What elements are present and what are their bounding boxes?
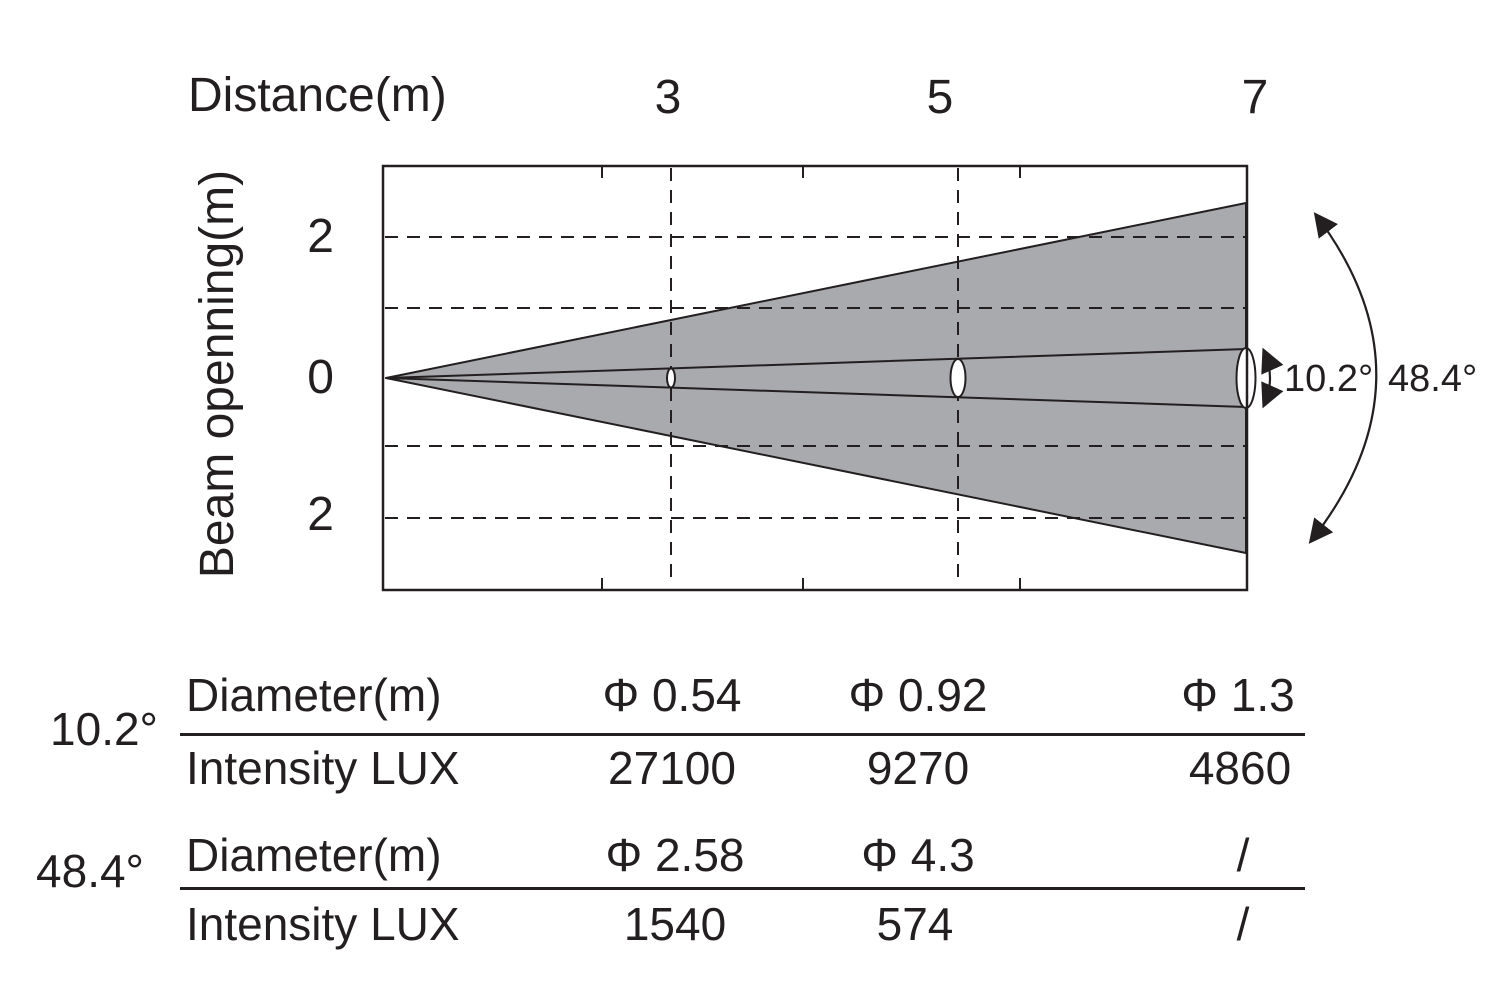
x-tick-7: 7 (1241, 71, 1269, 124)
table2-intensity-header: Intensity LUX (186, 898, 460, 950)
table2-intensity-7m: / (1236, 898, 1250, 950)
narrow-angle-arrow (1261, 347, 1284, 409)
table2-diameter-3m: Φ 2.58 (605, 829, 745, 881)
table2-angle-label: 48.4° (36, 845, 144, 897)
table1-intensity-7m: 4860 (1188, 742, 1292, 794)
x-tick-3: 3 (654, 71, 682, 124)
wide-angle-arrow (1308, 212, 1378, 544)
table1-intensity-3m: 27100 (608, 742, 736, 794)
table1-diameter-3m: Φ 0.54 (602, 669, 742, 721)
table2-diameter-header: Diameter(m) (186, 829, 442, 881)
y-tick-minus2: 2 (307, 488, 334, 541)
narrow-angle-label: 10.2° (1284, 358, 1374, 400)
y-tick-0: 0 (307, 351, 334, 404)
beam-cross-section-3m (666, 367, 676, 389)
chart-frame (381, 164, 1249, 592)
y-tick-plus2: 2 (307, 210, 334, 263)
table2-intensity-5m: 574 (876, 898, 954, 950)
x-axis-title: Distance(m) (188, 69, 447, 122)
table1-diameter-7m: Φ 1.3 (1181, 669, 1295, 721)
table1-rule (180, 733, 1305, 736)
x-tick-5: 5 (926, 71, 954, 124)
beam-cross-section-5m (949, 358, 967, 398)
table2-rule (180, 887, 1305, 890)
table1-diameter-5m: Φ 0.92 (848, 669, 988, 721)
table2-diameter-5m: Φ 4.3 (861, 829, 975, 881)
table1-intensity-header: Intensity LUX (186, 742, 460, 794)
table2-diameter-7m: / (1236, 829, 1250, 881)
y-axis-title: Beam openning(m) (191, 169, 244, 579)
table1-diameter-header: Diameter(m) (186, 669, 442, 721)
table1-intensity-5m: 9270 (866, 742, 970, 794)
table1-angle-label: 10.2° (50, 703, 158, 755)
wide-angle-label: 48.4° (1388, 358, 1478, 400)
axis-edge-ticks (601, 167, 1021, 589)
table2-intensity-3m: 1540 (623, 898, 727, 950)
